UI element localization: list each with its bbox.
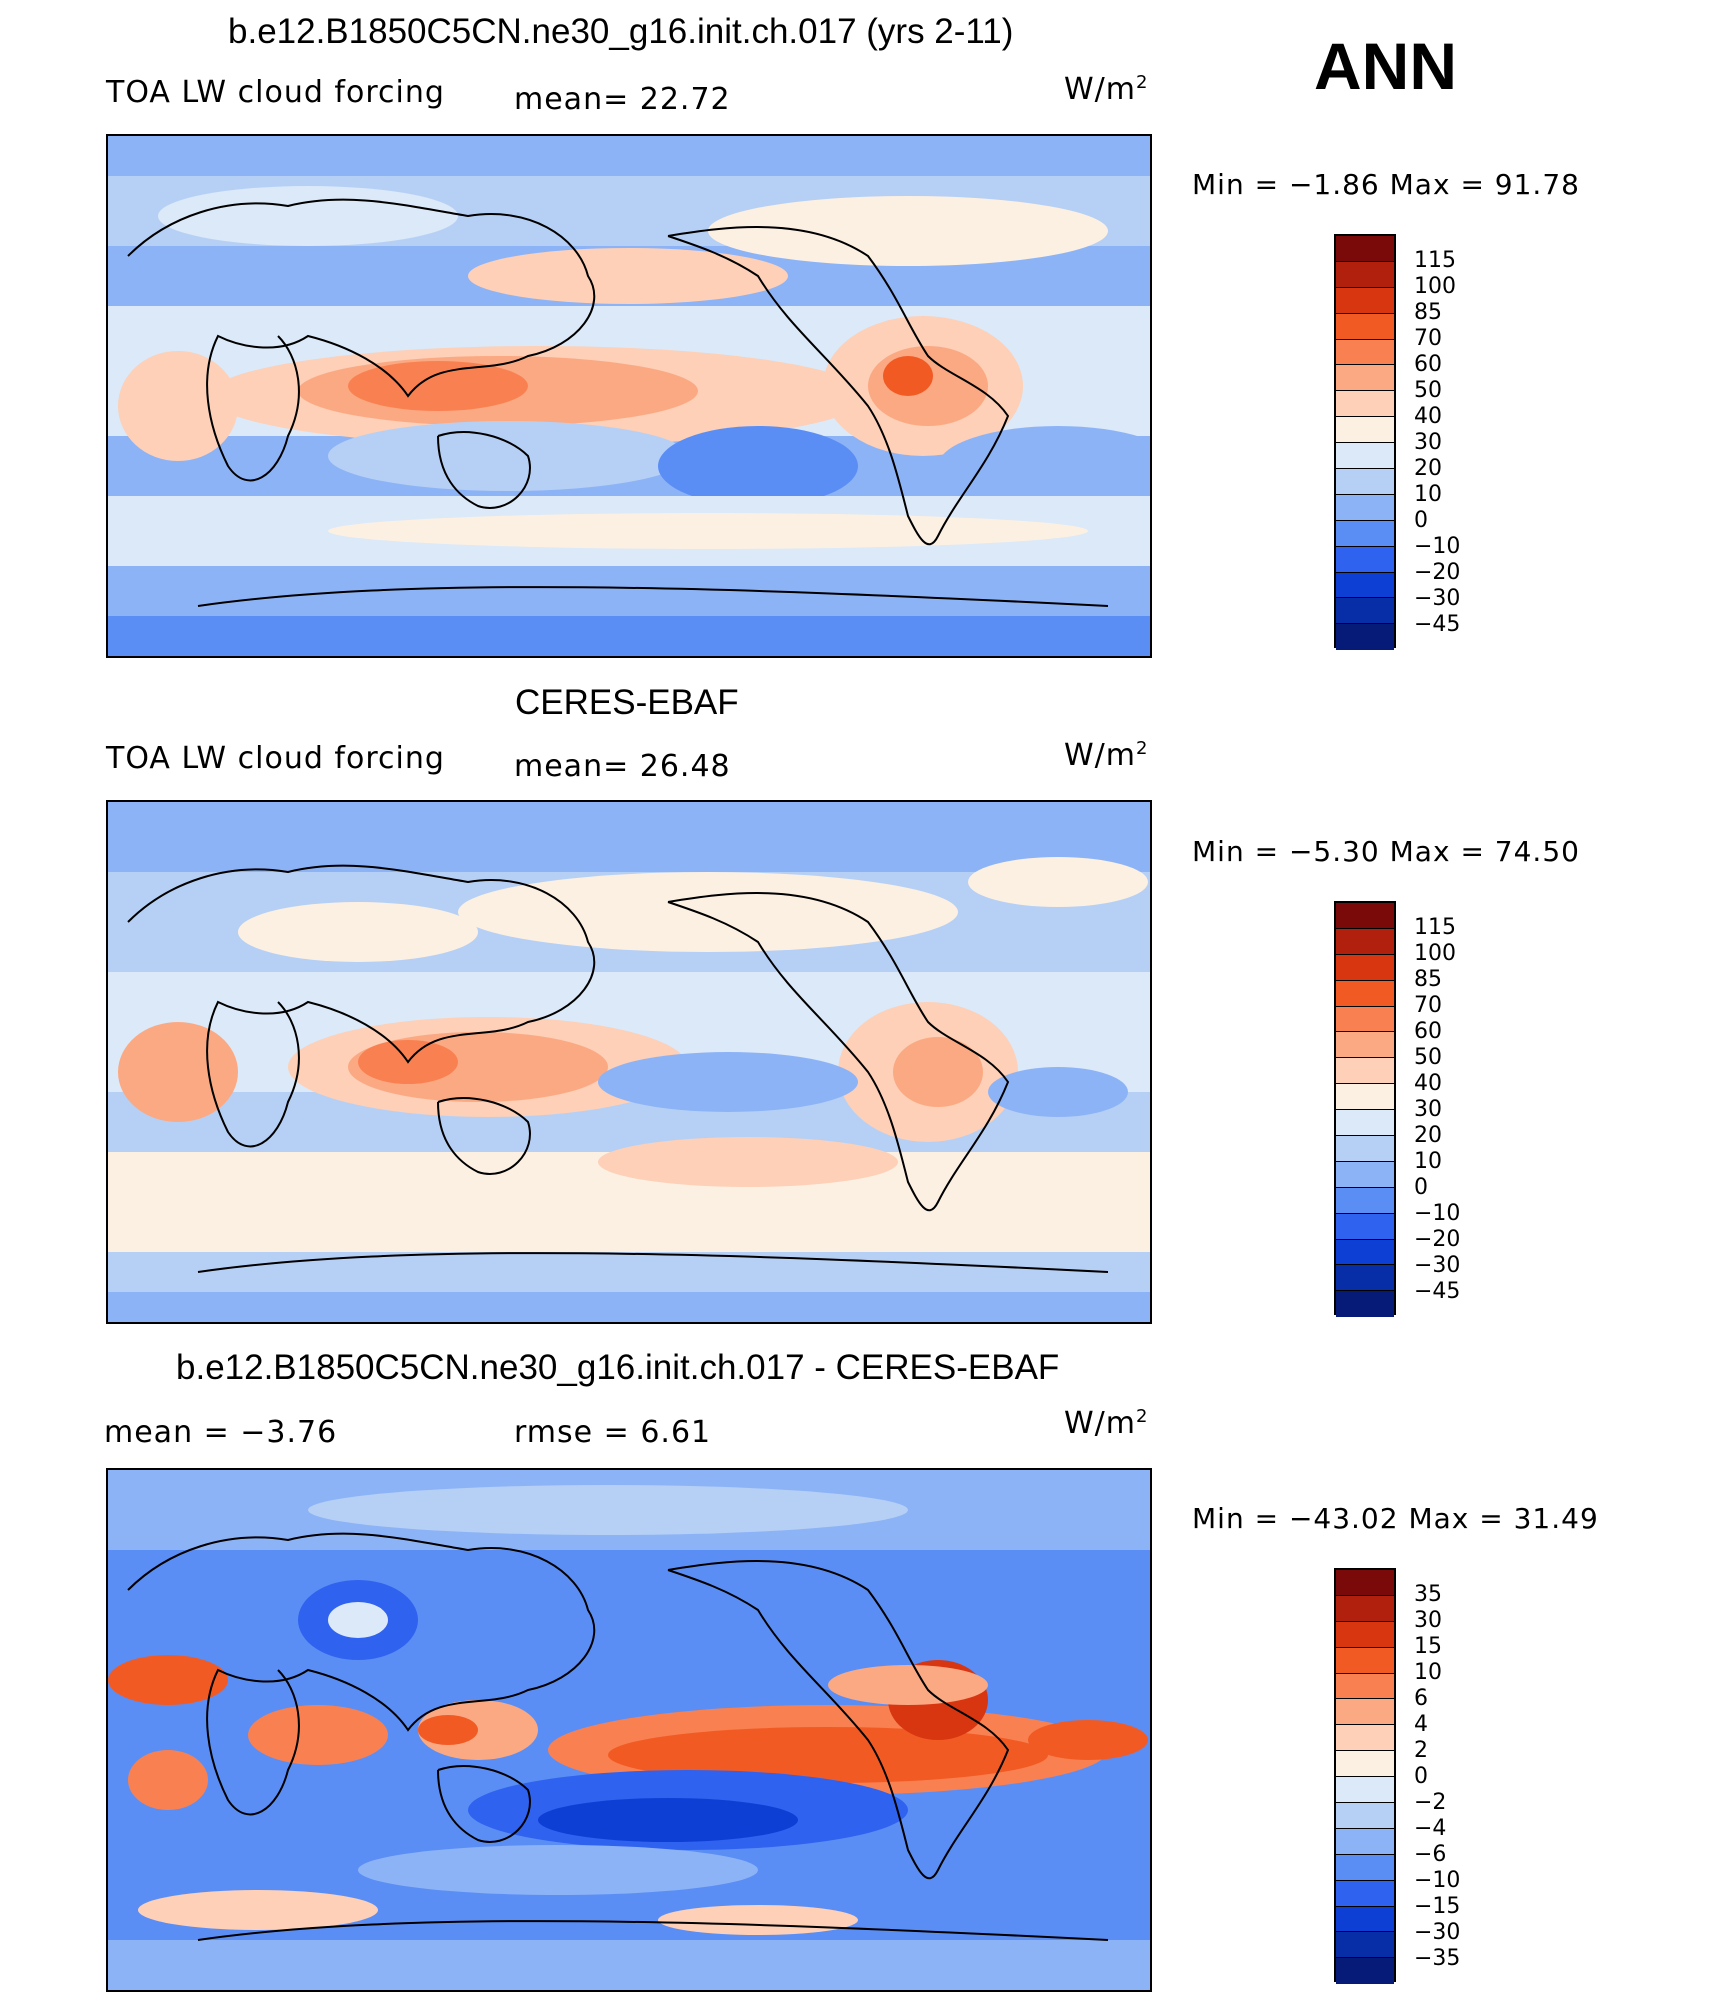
colorbar-label: 115	[1414, 915, 1456, 940]
colorbar-label: 20	[1414, 1123, 1442, 1148]
panel-3-map	[106, 1468, 1152, 1992]
colorbar-label: −30	[1414, 1920, 1461, 1945]
panel-1-mean: mean= 22.72	[514, 82, 731, 117]
colorbar-label: 40	[1414, 404, 1442, 429]
colorbar-label: 10	[1414, 1660, 1442, 1685]
panel-3-units: W/m2	[1064, 1406, 1149, 1441]
colorbar-label: −10	[1414, 1868, 1461, 1893]
colorbar-label: −45	[1414, 1279, 1461, 1304]
colorbar-label: 6	[1414, 1686, 1428, 1711]
colorbar-label: −6	[1414, 1842, 1447, 1867]
colorbar-label: −45	[1414, 612, 1461, 637]
panel-1-minmax: Min = −1.86 Max = 91.78	[1192, 168, 1580, 201]
colorbar-label: 100	[1414, 941, 1456, 966]
colorbar-label: 2	[1414, 1738, 1428, 1763]
colorbar-label: −4	[1414, 1816, 1447, 1841]
colorbar-label: 60	[1414, 1019, 1442, 1044]
colorbar-label: 20	[1414, 456, 1442, 481]
panel-2-variable-label: TOA LW cloud forcing	[106, 741, 445, 776]
colorbar-label: 4	[1414, 1712, 1428, 1737]
season-label: ANN	[1314, 29, 1457, 103]
colorbar-label: −15	[1414, 1894, 1461, 1919]
panel-1-map	[106, 134, 1152, 658]
colorbar-label: 10	[1414, 482, 1442, 507]
colorbar-label: 50	[1414, 378, 1442, 403]
panel-1-variable-label: TOA LW cloud forcing	[106, 75, 445, 110]
panel-2-colorbar	[1334, 901, 1396, 1318]
panel-3-title: b.e12.B1850C5CN.ne30_g16.init.ch.017 - C…	[176, 1348, 1060, 1387]
colorbar-label: 60	[1414, 352, 1442, 377]
colorbar-label: 30	[1414, 1608, 1442, 1633]
colorbar-label: 70	[1414, 326, 1442, 351]
panel-1-units: W/m2	[1064, 72, 1149, 107]
colorbar-label: 115	[1414, 248, 1456, 273]
colorbar-label: 15	[1414, 1634, 1442, 1659]
colorbar-label: −10	[1414, 1201, 1461, 1226]
panel-1-title: b.e12.B1850C5CN.ne30_g16.init.ch.017 (yr…	[228, 12, 1014, 51]
panel-2-contour-field	[108, 802, 1150, 1322]
panel-2-units: W/m2	[1064, 738, 1149, 773]
panel-2-map	[106, 800, 1152, 1324]
panel-2-mean: mean= 26.48	[514, 749, 731, 784]
colorbar-label: 0	[1414, 508, 1428, 533]
colorbar-label: −35	[1414, 1946, 1461, 1971]
colorbar-label: 85	[1414, 967, 1442, 992]
colorbar-label: −10	[1414, 534, 1461, 559]
colorbar-label: −30	[1414, 586, 1461, 611]
colorbar-label: 0	[1414, 1764, 1428, 1789]
panel-3-colorbar	[1334, 1568, 1396, 1985]
colorbar-label: 50	[1414, 1045, 1442, 1070]
panel-2-minmax: Min = −5.30 Max = 74.50	[1192, 835, 1580, 868]
colorbar-label: −20	[1414, 560, 1461, 585]
colorbar-label: 10	[1414, 1149, 1442, 1174]
colorbar-label: 40	[1414, 1071, 1442, 1096]
colorbar-label: −2	[1414, 1790, 1447, 1815]
panel-1-colorbar	[1334, 234, 1396, 651]
panel-2-title: CERES-EBAF	[515, 683, 739, 722]
colorbar-label: −20	[1414, 1227, 1461, 1252]
panel-3-contour-field	[108, 1470, 1150, 1990]
colorbar-label: 30	[1414, 1097, 1442, 1122]
panel-3-mean: mean = −3.76	[104, 1415, 338, 1450]
colorbar-label: 70	[1414, 993, 1442, 1018]
colorbar-label: 35	[1414, 1582, 1442, 1607]
panel-3-minmax: Min = −43.02 Max = 31.49	[1192, 1502, 1599, 1535]
colorbar-label: 30	[1414, 430, 1442, 455]
panel-3-rmse: rmse = 6.61	[514, 1415, 712, 1450]
panel-1-contour-field	[108, 136, 1150, 656]
colorbar-label: 0	[1414, 1175, 1428, 1200]
colorbar-label: 100	[1414, 274, 1456, 299]
colorbar-label: 85	[1414, 300, 1442, 325]
colorbar-label: −30	[1414, 1253, 1461, 1278]
